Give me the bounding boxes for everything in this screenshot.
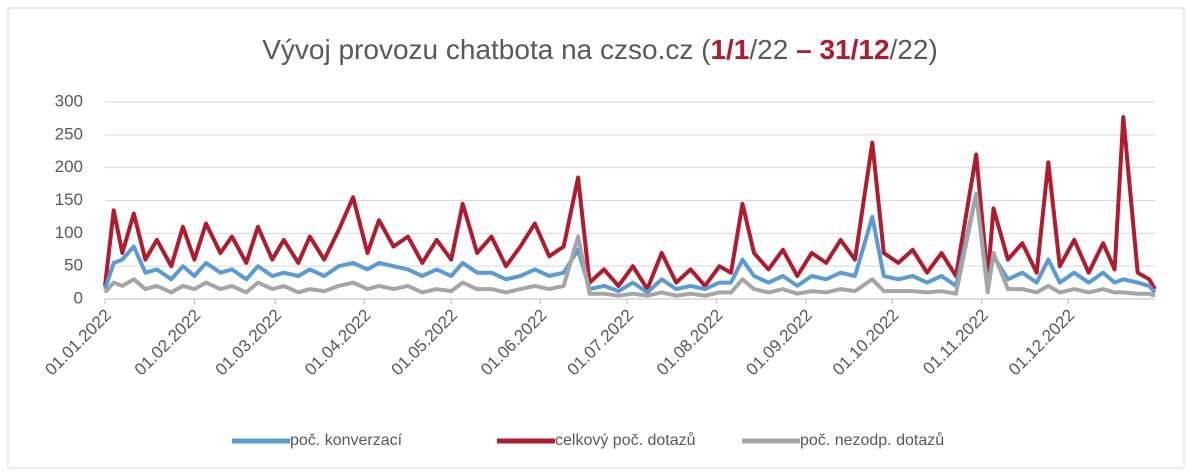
y-tick-label: 300 <box>55 91 83 110</box>
title-part: 1/1 <box>710 34 749 65</box>
title-part: Vývoj provozu chatbota na czso.cz ( <box>262 34 711 65</box>
y-tick-label: 100 <box>55 223 83 242</box>
legend-label: poč. konverzací <box>290 432 403 449</box>
legend-label: celkový poč. dotazů <box>555 431 696 449</box>
y-tick-label: 200 <box>55 157 83 176</box>
y-tick-label: 250 <box>55 124 83 143</box>
title-part: /22 <box>749 34 796 65</box>
y-tick-label: 50 <box>64 256 83 275</box>
y-tick-label: 0 <box>74 288 83 307</box>
title-part: – 31/12 <box>796 34 889 65</box>
series-line <box>103 191 1156 298</box>
y-tick-label: 150 <box>55 190 83 209</box>
title-part: /22) <box>890 34 938 65</box>
legend-label: poč. nezodp. dotazů <box>800 431 944 449</box>
chart-border <box>7 7 1185 469</box>
chart-title: Vývoj provozu chatbota na czso.cz (1/1/2… <box>262 34 938 65</box>
series-line <box>103 115 1157 292</box>
